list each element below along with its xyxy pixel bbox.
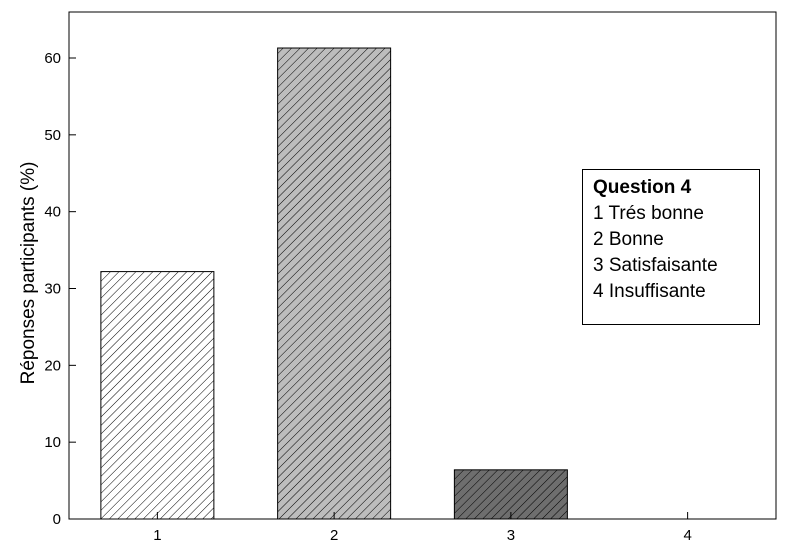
plot-frame <box>68 11 777 520</box>
bar-3 <box>453 469 568 520</box>
legend-title: Question 4 <box>593 177 692 198</box>
x-tick-label: 2 <box>330 527 338 544</box>
y-tick-label: 30 <box>44 281 61 298</box>
legend-item-3: 3 Satisfaisante <box>593 255 718 276</box>
bar-2 <box>277 47 392 520</box>
y-tick-label: 50 <box>44 127 61 144</box>
y-tick-label: 10 <box>44 434 61 451</box>
legend-item-4: 4 Insuffisante <box>593 281 706 302</box>
y-tick-label: 40 <box>44 204 61 221</box>
y-tick-label: 60 <box>44 50 61 67</box>
legend-item-2: 2 Bonne <box>593 229 664 250</box>
axes-group: 0 10 20 30 40 50 60 1 2 3 4 <box>44 11 777 544</box>
y-tick-label: 0 <box>53 511 61 528</box>
bars-group <box>100 47 568 520</box>
x-tick-label: 1 <box>153 527 161 544</box>
y-axis-title: Réponses participants (%) <box>18 162 39 385</box>
x-tick-label: 3 <box>507 527 515 544</box>
x-tick-label: 4 <box>683 527 691 544</box>
legend-item-1: 1 Trés bonne <box>593 203 704 224</box>
bar-1 <box>100 271 215 520</box>
y-tick-label: 20 <box>44 357 61 374</box>
legend: Question 4 1 Trés bonne 2 Bonne 3 Satisf… <box>582 169 760 325</box>
